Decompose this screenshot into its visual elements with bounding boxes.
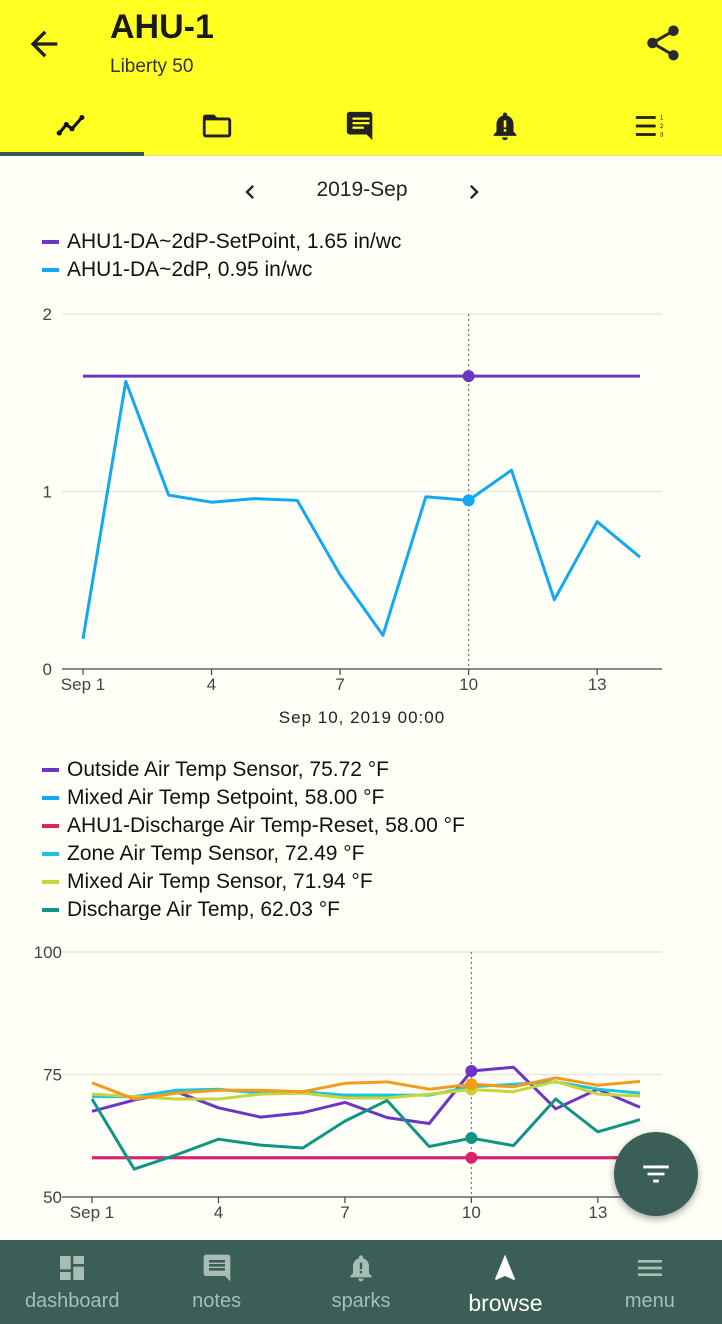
x-tick-label: 13	[588, 1203, 607, 1222]
nav-dashboard-label: dashboard	[24, 1290, 120, 1312]
cursor-point	[465, 1132, 478, 1145]
page-title: AHU-1	[110, 8, 214, 46]
legend-swatch	[42, 268, 59, 272]
legend-swatch	[42, 908, 59, 912]
y-tick-label: 50	[43, 1188, 62, 1207]
bottom-navigation: dashboard notes sparks browse menu	[0, 1240, 722, 1324]
nav-notes-label: notes	[192, 1290, 242, 1312]
bell-alert-icon	[494, 112, 517, 141]
tab-trends[interactable]	[0, 96, 145, 156]
legend-label: Zone Air Temp Sensor, 72.49 °F	[67, 842, 365, 865]
nav-browse-label: browse	[468, 1290, 543, 1316]
legend-label: AHU1-Discharge Air Temp-Reset, 58.00 °F	[67, 814, 465, 837]
nav-menu-label: menu	[624, 1290, 675, 1312]
x-tick-label: 13	[588, 675, 607, 694]
tab-alarms[interactable]	[433, 96, 577, 156]
y-tick-label: 100	[34, 943, 62, 962]
legend-swatch	[42, 796, 59, 800]
pressure-chart[interactable]: 0 1 2 Sep 1 4 7 10 13 Sep 10, 2019 00:00	[0, 296, 722, 736]
x-tick-label: 4	[207, 675, 216, 694]
legend-item[interactable]: Mixed Air Temp Setpoint, 58.00 °F	[42, 784, 465, 812]
legend-label: AHU1-DA~2dP, 0.95 in/wc	[67, 258, 313, 281]
share-icon[interactable]	[642, 22, 684, 64]
legend-item[interactable]: AHU1-DA~2dP-SetPoint, 1.65 in/wc	[42, 228, 401, 256]
tab-list[interactable]: 1 2 3	[578, 96, 722, 156]
period-navigator: 2019-Sep	[0, 170, 722, 214]
legend-label: AHU1-DA~2dP-SetPoint, 1.65 in/wc	[67, 230, 402, 253]
legend-item[interactable]: AHU1-Discharge Air Temp-Reset, 58.00 °F	[42, 812, 465, 840]
legend-label: Outside Air Temp Sensor, 75.72 °F	[67, 758, 390, 781]
legend-item[interactable]: AHU1-DA~2dP, 0.95 in/wc	[42, 256, 401, 284]
x-tick-label: 10	[462, 1203, 481, 1222]
page-subtitle: Liberty 50	[110, 56, 194, 77]
legend-item[interactable]: Discharge Air Temp, 62.03 °F	[42, 896, 465, 920]
cursor-timestamp: Sep 10, 2019 00:00	[279, 708, 445, 727]
chevron-left-icon[interactable]	[236, 178, 264, 206]
legend-label: Discharge Air Temp, 62.03 °F	[67, 898, 340, 920]
notes-icon	[203, 1254, 230, 1282]
y-tick-label: 1	[43, 483, 52, 502]
app-bar: AHU-1 Liberty 50	[0, 0, 722, 156]
list-numbered-icon: 1 2 3	[635, 115, 664, 139]
nav-notes[interactable]: notes	[144, 1240, 288, 1324]
x-tick-label: 4	[214, 1203, 223, 1222]
filter-button[interactable]	[614, 1132, 698, 1216]
tab-files[interactable]	[144, 96, 288, 156]
cursor-point	[462, 370, 475, 383]
hamburger-menu-icon	[637, 1260, 662, 1276]
cursor-point	[465, 1064, 478, 1077]
comment-icon	[346, 111, 373, 141]
series-line[interactable]	[81, 379, 641, 640]
chart-2-legend: Outside Air Temp Sensor, 75.72 °F Mixed A…	[42, 756, 465, 920]
x-tick-label: Sep 1	[61, 675, 105, 694]
tab-notes[interactable]	[289, 96, 433, 156]
nav-browse[interactable]: browse	[433, 1240, 577, 1324]
x-tick-label: Sep 1	[70, 1203, 114, 1222]
chevron-right-icon[interactable]	[460, 178, 488, 206]
legend-swatch	[42, 824, 59, 828]
x-tick-label: 10	[459, 675, 478, 694]
nav-sparks[interactable]: sparks	[289, 1240, 433, 1324]
tab-bar: 1 2 3	[0, 96, 722, 156]
svg-text:3: 3	[660, 132, 664, 139]
y-tick-label: 75	[43, 1066, 62, 1085]
nav-dashboard[interactable]: dashboard	[0, 1240, 144, 1324]
legend-swatch	[42, 240, 59, 244]
svg-text:1: 1	[660, 115, 664, 122]
period-label: 2019-Sep	[316, 178, 408, 201]
nav-sparks-label: sparks	[331, 1290, 391, 1312]
legend-item[interactable]: Outside Air Temp Sensor, 75.72 °F	[42, 756, 465, 784]
legend-swatch	[42, 768, 59, 772]
legend-swatch	[42, 880, 59, 884]
temperature-chart[interactable]: 50 75 100 Sep 1 4 7 10 13	[0, 936, 722, 1240]
bell-icon	[350, 1255, 372, 1282]
series-line[interactable]	[91, 1076, 641, 1101]
dashboard-icon	[60, 1256, 85, 1280]
svg-text:2: 2	[660, 123, 664, 130]
series-line[interactable]	[91, 1079, 641, 1101]
nav-menu[interactable]: menu	[578, 1240, 722, 1324]
filter-icon	[643, 1165, 669, 1183]
legend-swatch	[42, 852, 59, 856]
navigation-arrow-icon	[495, 1254, 516, 1280]
y-tick-label: 0	[43, 660, 52, 679]
legend-label: Mixed Air Temp Setpoint, 58.00 °F	[67, 786, 385, 809]
folder-icon	[202, 114, 231, 138]
chart-line-icon	[56, 114, 85, 136]
legend-item[interactable]: Zone Air Temp Sensor, 72.49 °F	[42, 840, 465, 868]
y-tick-label: 2	[43, 305, 52, 324]
cursor-point	[462, 494, 475, 507]
x-tick-label: 7	[340, 1203, 349, 1222]
series-line[interactable]	[90, 1097, 641, 1171]
legend-item[interactable]: Mixed Air Temp Sensor, 71.94 °F	[42, 868, 465, 896]
back-arrow-icon[interactable]	[24, 24, 64, 64]
legend-label: Mixed Air Temp Sensor, 71.94 °F	[67, 870, 373, 893]
cursor-point	[465, 1151, 478, 1164]
cursor-point	[465, 1078, 478, 1091]
chart-1-legend: AHU1-DA~2dP-SetPoint, 1.65 in/wc AHU1-DA~…	[42, 228, 401, 284]
x-tick-label: 7	[335, 675, 344, 694]
